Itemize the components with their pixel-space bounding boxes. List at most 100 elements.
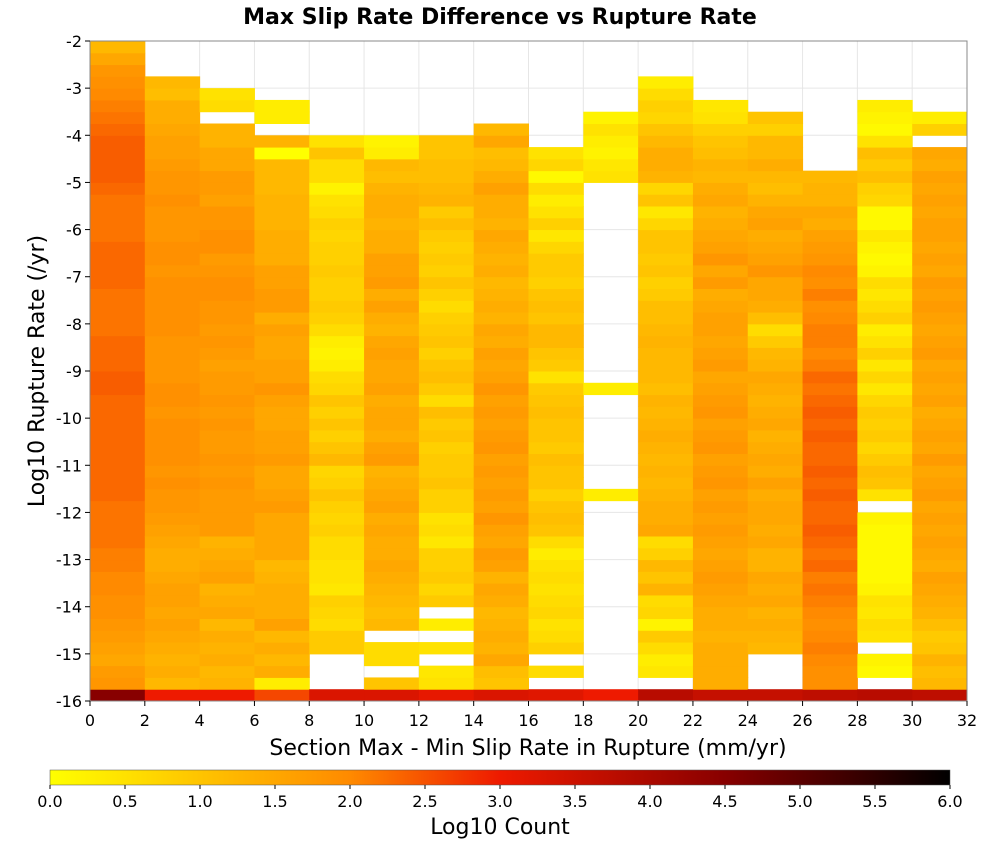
heatmap-cell: 0.6 bbox=[638, 642, 694, 655]
heatmap-cell: 1.6 bbox=[747, 217, 804, 231]
heatmap-cell: 0.1 bbox=[857, 123, 913, 136]
heatmap-cell: 2.1 bbox=[802, 571, 858, 584]
heatmap-cell: 1.5 bbox=[199, 158, 255, 172]
heatmap-cell: 1.1 bbox=[418, 217, 475, 231]
heatmap-cell: 1.1 bbox=[638, 382, 694, 396]
x-tick-label: 16 bbox=[518, 711, 538, 730]
heatmap-cell: 1.5 bbox=[747, 594, 804, 608]
heatmap-cell: 1.7 bbox=[912, 347, 968, 360]
heatmap-cell: 1.1 bbox=[418, 158, 475, 172]
heatmap-cell: 0.9 bbox=[309, 630, 365, 643]
heatmap-cell: 1.2 bbox=[254, 653, 310, 667]
heatmap-cell: 1.6 bbox=[254, 264, 310, 278]
heatmap-cell: 1.3 bbox=[912, 653, 968, 667]
heatmap-cell: 1.7 bbox=[473, 429, 529, 443]
heatmap-cell: 0.6 bbox=[364, 642, 420, 655]
heatmap-cell: 0.1 bbox=[857, 524, 913, 537]
heatmap-cell: 0.7 bbox=[309, 512, 365, 525]
heatmap-cell: 1.4 bbox=[692, 618, 749, 631]
heatmap-cell: 0.5 bbox=[528, 559, 584, 572]
heatmap-cell: 0.8 bbox=[418, 288, 475, 301]
heatmap-cell: 1.7 bbox=[199, 465, 255, 478]
heatmap-cell: 3.7 bbox=[802, 689, 858, 702]
heatmap-cell: 1.6 bbox=[912, 229, 968, 242]
heatmap-cell: 0.8 bbox=[309, 594, 365, 608]
heatmap-cell: 1.1 bbox=[747, 182, 804, 195]
heatmap-cell: 1.3 bbox=[473, 288, 529, 301]
heatmap-cell: 0.4 bbox=[857, 229, 913, 242]
heatmap-cell: 0.7 bbox=[309, 465, 365, 478]
heatmap-cell: 1.5 bbox=[144, 571, 201, 584]
heatmap-cell: 1.9 bbox=[802, 276, 858, 289]
heatmap-cell: 1.4 bbox=[254, 583, 310, 596]
heatmap-cell: 1.8 bbox=[473, 441, 529, 454]
heatmap-cell: 1.7 bbox=[473, 465, 529, 478]
heatmap-cell: 1.5 bbox=[912, 206, 968, 219]
x-tick-label: 18 bbox=[573, 711, 593, 730]
heatmap-cell: 1.7 bbox=[199, 323, 255, 337]
heatmap-cell: 1.4 bbox=[692, 653, 749, 667]
heatmap-cell: 1.5 bbox=[199, 559, 255, 572]
heatmap-cell: 1.6 bbox=[692, 512, 749, 525]
heatmap-cell: 1.8 bbox=[692, 406, 749, 419]
heatmap-cell: 0.7 bbox=[857, 371, 913, 384]
heatmap-cell: 1.6 bbox=[473, 524, 529, 537]
heatmap-cell: 0.6 bbox=[857, 618, 913, 631]
heatmap-cell: 2.6 bbox=[254, 689, 310, 702]
heatmap-cell: 0.6 bbox=[638, 536, 694, 549]
heatmap-cell: 1.4 bbox=[254, 642, 310, 655]
heatmap-cell: 1.4 bbox=[254, 229, 310, 242]
heatmap-cell: 0.8 bbox=[309, 429, 365, 443]
heatmap-cell: 0.7 bbox=[528, 158, 584, 172]
heatmap-cell: 2.1 bbox=[90, 559, 146, 572]
x-tick-label: 24 bbox=[738, 711, 758, 730]
heatmap-cell: 1.5 bbox=[747, 371, 804, 384]
heatmap-cell: 0.6 bbox=[528, 182, 584, 195]
heatmap-cell: 0.5 bbox=[857, 135, 913, 148]
heatmap-cell: 1.5 bbox=[912, 382, 968, 396]
heatmap-cell: 1.4 bbox=[747, 583, 804, 596]
heatmap-cell: 1.4 bbox=[473, 300, 529, 313]
heatmap-cell: 1 bbox=[528, 465, 584, 478]
heatmap-cell: 2.4 bbox=[802, 465, 858, 478]
heatmap-cell: 1.7 bbox=[692, 429, 749, 443]
heatmap-cell: 1.3 bbox=[199, 642, 255, 655]
heatmap-cell: 1.4 bbox=[692, 217, 749, 231]
heatmap-cell: 1.6 bbox=[473, 500, 529, 513]
heatmap-cell: 1.5 bbox=[692, 264, 749, 278]
heatmap-cell: 1.8 bbox=[199, 300, 255, 313]
heatmap-cell: 1.8 bbox=[90, 677, 146, 690]
x-tick-label: 2 bbox=[140, 711, 150, 730]
heatmap-cell: 0.8 bbox=[912, 123, 968, 136]
heatmap-cell: 1.4 bbox=[199, 594, 255, 608]
heatmap-cell: 1.4 bbox=[364, 312, 420, 325]
heatmap-cell: 0.6 bbox=[528, 630, 584, 643]
y-tick-label: -4 bbox=[66, 126, 82, 145]
heatmap-cell: 0.5 bbox=[309, 194, 365, 207]
heatmap-cell: 1.7 bbox=[912, 488, 968, 502]
heatmap-cell: 1.6 bbox=[144, 594, 201, 608]
heatmap-cell: 1.7 bbox=[199, 512, 255, 525]
heatmap-cell: 0.8 bbox=[309, 500, 365, 513]
heatmap-cell: 1.6 bbox=[912, 512, 968, 525]
x-tick-label: 4 bbox=[195, 711, 205, 730]
heatmap-cell: 2.3 bbox=[90, 241, 146, 254]
heatmap-cell: 0.3 bbox=[638, 653, 694, 667]
heatmap-cell: 0.3 bbox=[583, 488, 639, 502]
heatmap-cell: 1.5 bbox=[364, 335, 420, 348]
heatmap-cell: 1.8 bbox=[473, 512, 529, 525]
heatmap-cell: 0.8 bbox=[309, 241, 365, 254]
heatmap-cell: 0.3 bbox=[583, 135, 639, 148]
heatmap-cell: 1.4 bbox=[364, 206, 420, 219]
y-axis-label: Log10 Rupture Rate (/yr) bbox=[25, 235, 50, 507]
heatmap-cell: 0.4 bbox=[418, 536, 475, 549]
heatmap-cell: 2 bbox=[90, 88, 146, 101]
heatmap-cell: 1.6 bbox=[692, 583, 749, 596]
heatmap-cell: 0.3 bbox=[912, 111, 968, 124]
heatmap-cell: 1.3 bbox=[747, 630, 804, 643]
heatmap-cell: 1.4 bbox=[254, 241, 310, 254]
heatmap-cell: 0.9 bbox=[309, 300, 365, 313]
heatmap-cell: 1.5 bbox=[912, 583, 968, 596]
x-tick-label: 30 bbox=[902, 711, 922, 730]
heatmap-cell: 1.5 bbox=[747, 288, 804, 301]
